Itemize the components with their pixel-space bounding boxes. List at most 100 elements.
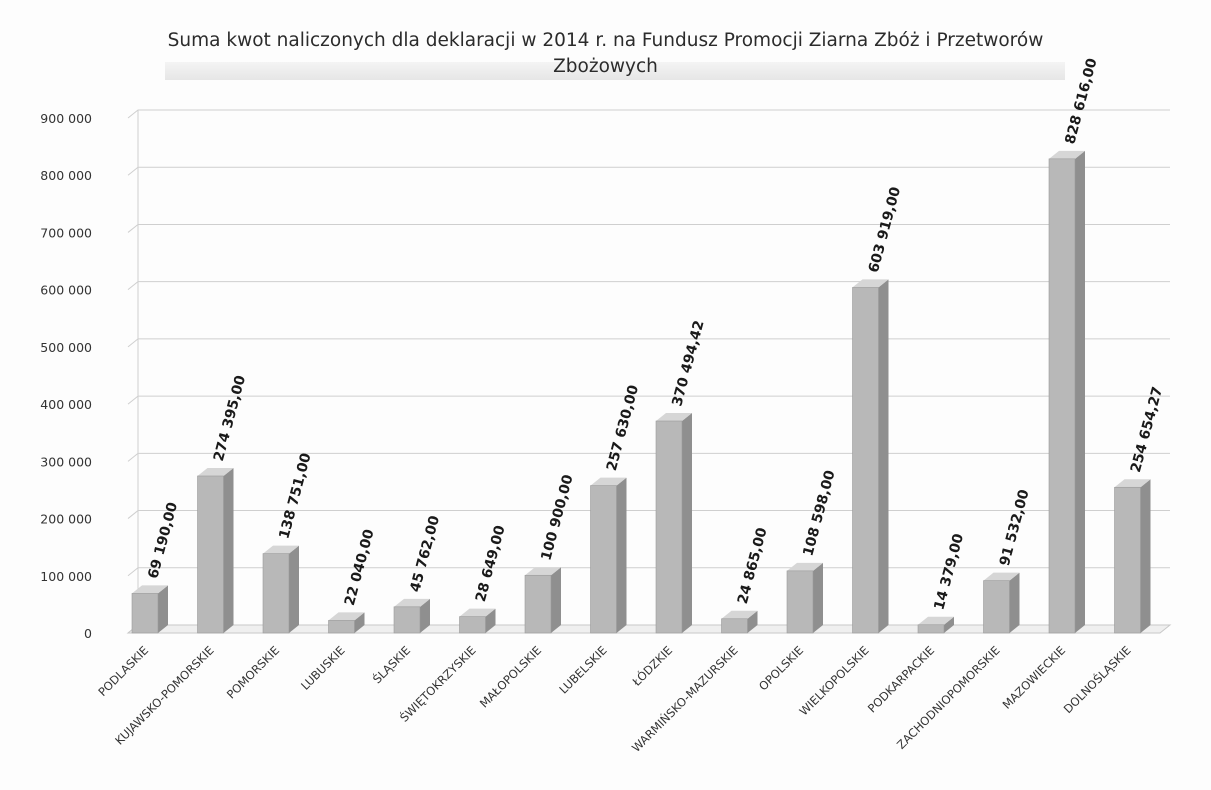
y-tick-label: 900 000 xyxy=(40,111,92,126)
gridline xyxy=(127,109,1170,119)
bar-side xyxy=(813,562,823,633)
data-label: 370 494,42 xyxy=(669,319,707,408)
bar-top xyxy=(328,612,365,621)
bar xyxy=(262,545,299,634)
bar-front xyxy=(786,570,814,634)
chart-title: Suma kwot naliczonych dla deklaracji w 2… xyxy=(0,28,1211,80)
x-tick-label: ŚLĄSKIE xyxy=(369,643,413,687)
gridline xyxy=(127,338,1170,348)
bar xyxy=(721,610,758,634)
x-tick-label: PODLASKIE xyxy=(95,643,151,699)
gridline xyxy=(127,395,1170,405)
bar-front xyxy=(1114,486,1141,634)
bar-front xyxy=(655,420,683,634)
data-label: 108 598,00 xyxy=(800,468,838,558)
bar-front xyxy=(852,287,879,634)
data-label: 91 532,00 xyxy=(997,488,1033,568)
title-band xyxy=(165,62,1065,80)
bar-front xyxy=(721,618,748,634)
x-tick-label: MAZOWIECKIE xyxy=(1000,643,1069,712)
bar xyxy=(459,608,496,634)
y-tick-label: 400 000 xyxy=(40,397,92,412)
y-tick-label: 300 000 xyxy=(40,454,92,469)
bar-top xyxy=(787,562,823,571)
y-tick-label: 800 000 xyxy=(40,168,92,183)
y-tick-label: 0 xyxy=(84,626,92,641)
bar-side xyxy=(878,279,889,633)
x-tick-label: WIELKOPOLSKIE xyxy=(796,643,871,718)
bar xyxy=(917,616,954,634)
bar xyxy=(786,562,823,634)
bar-side xyxy=(1009,572,1020,633)
y-tick-label: 700 000 xyxy=(40,225,92,240)
bar-top xyxy=(525,567,561,576)
bar-top xyxy=(394,598,430,607)
data-label: 100 900,00 xyxy=(538,473,576,563)
bar-side xyxy=(485,608,496,633)
bar xyxy=(328,612,365,634)
bar xyxy=(1114,479,1151,634)
x-tick-label: OPOLSKIE xyxy=(756,643,806,693)
bar xyxy=(590,477,627,634)
bar-front xyxy=(262,553,290,634)
bar-top xyxy=(197,467,234,476)
bar-front xyxy=(131,593,159,634)
bar xyxy=(197,467,234,634)
y-tick-label: 200 000 xyxy=(40,512,92,527)
bar-top xyxy=(1114,479,1151,488)
bar-top xyxy=(852,279,889,288)
bar-top xyxy=(590,477,627,486)
x-tick-label: DOLNOŚLĄSKIE xyxy=(1060,643,1134,717)
data-label: 45 762,00 xyxy=(407,514,443,594)
bar xyxy=(1048,150,1085,634)
bar xyxy=(852,279,889,634)
bar-side xyxy=(616,477,627,633)
chart-title-line-1: Suma kwot naliczonych dla deklaracji w 2… xyxy=(167,30,1044,51)
x-tick-label: LUBUSKIE xyxy=(298,643,348,693)
bar-front xyxy=(590,485,617,634)
bar-side xyxy=(682,412,692,633)
bar-top xyxy=(1049,150,1085,159)
bar-front xyxy=(328,620,355,634)
x-tick-label: POMORSKIE xyxy=(224,643,282,701)
bar-front xyxy=(524,574,552,634)
bar-side xyxy=(1140,479,1151,633)
y-axis-tick-labels: 0 100 000 200 000 300 000 400 000 500 000 600 … xyxy=(40,111,92,641)
x-tick-label: WARMIŃSKO-MAZURSKIE xyxy=(628,643,740,755)
bar-top xyxy=(721,610,758,619)
data-label: 24 865,00 xyxy=(735,526,771,606)
bar-side xyxy=(747,610,758,633)
x-tick-label: PODKARPACKIE xyxy=(865,643,937,715)
bar-side xyxy=(158,585,168,633)
gridline xyxy=(127,452,1170,462)
gridline xyxy=(127,281,1170,291)
bar-side xyxy=(223,467,234,633)
bar-front xyxy=(393,606,421,634)
bar-front xyxy=(197,475,224,634)
bar-top xyxy=(459,608,496,617)
data-label: 69 190,00 xyxy=(145,500,181,580)
data-label: 138 751,00 xyxy=(276,451,314,541)
bar-side xyxy=(551,567,561,633)
data-label: 14 379,00 xyxy=(931,532,967,612)
data-label: 274 395,00 xyxy=(211,374,249,464)
bar xyxy=(983,572,1020,634)
gridline xyxy=(127,567,1170,577)
bar-side xyxy=(354,612,365,633)
gridline xyxy=(127,166,1170,176)
bar-side xyxy=(944,616,954,633)
gridline xyxy=(127,510,1170,519)
bar-top xyxy=(983,572,1020,581)
x-tick-label: MAŁOPOLSKIE xyxy=(477,643,544,710)
bar-front xyxy=(983,580,1010,634)
bar-front xyxy=(459,616,486,634)
y-tick-label: 100 000 xyxy=(40,569,92,584)
bar-top xyxy=(263,545,299,554)
data-label: 28 649,00 xyxy=(473,524,509,604)
bar-side xyxy=(289,545,299,633)
y-tick-label: 500 000 xyxy=(40,340,92,355)
bar-front xyxy=(1048,158,1076,634)
bar xyxy=(524,567,561,634)
